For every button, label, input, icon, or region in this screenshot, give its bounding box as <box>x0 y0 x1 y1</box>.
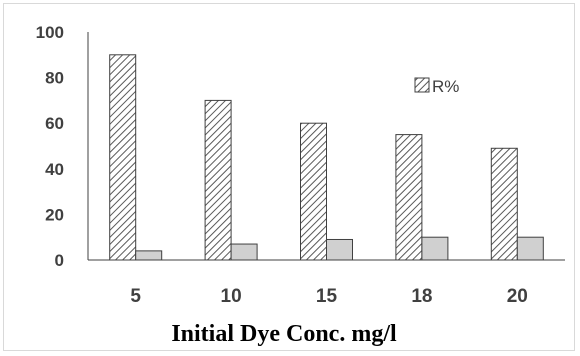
bar-r-percent <box>490 147 518 261</box>
bar-series-2 <box>135 250 163 261</box>
bar-series-2 <box>230 243 258 261</box>
y-tick-label: 80 <box>45 69 64 88</box>
bar-series-2 <box>326 238 353 261</box>
y-tick-label: 0 <box>55 251 64 270</box>
x-tick-label: 5 <box>130 286 141 307</box>
x-axis-title: Initial Dye Conc. mg/l <box>171 321 397 347</box>
bar-series-2 <box>421 236 449 261</box>
y-axis-ticks: 0 20 40 60 80 100 <box>36 23 64 270</box>
y-tick-label: 40 <box>45 160 64 179</box>
x-tick-label: 18 <box>411 286 432 307</box>
bar-series-2 <box>516 236 544 261</box>
chart-frame <box>3 3 575 351</box>
y-tick-label: 20 <box>45 205 64 224</box>
x-axis-ticks: 5 10 15 18 20 <box>130 286 527 307</box>
legend-swatch-r-percent <box>414 77 430 93</box>
bar-r-percent <box>109 54 137 261</box>
bars-group <box>109 54 544 261</box>
bar-r-percent <box>204 99 232 261</box>
legend-label-r-percent: R% <box>432 77 459 96</box>
legend: R% <box>414 77 459 96</box>
bar-r-percent <box>395 134 423 261</box>
y-tick-label: 60 <box>45 114 64 133</box>
y-tick-label: 100 <box>36 23 64 42</box>
x-tick-label: 15 <box>316 286 338 307</box>
x-tick-label: 20 <box>507 286 528 307</box>
bar-r-percent <box>300 122 327 261</box>
x-tick-label: 10 <box>221 286 242 307</box>
